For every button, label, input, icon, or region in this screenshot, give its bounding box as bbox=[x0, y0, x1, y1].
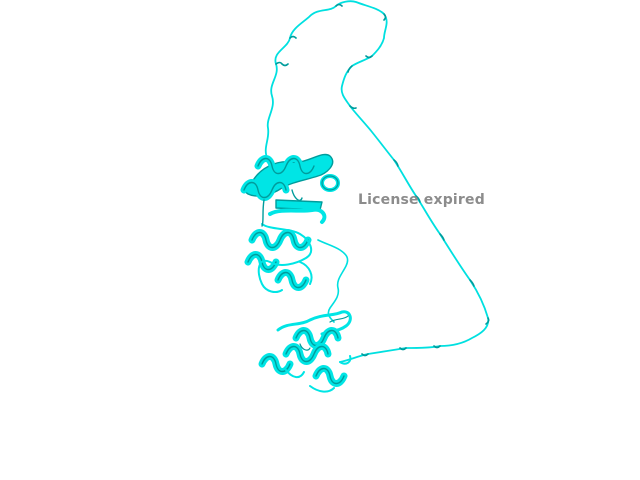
license-watermark: License expired bbox=[358, 192, 485, 208]
disordered-loop-upper-detail bbox=[275, 3, 490, 357]
upper-domain bbox=[240, 153, 340, 293]
interdomain-linker bbox=[317, 239, 349, 323]
lower-domain bbox=[258, 310, 352, 393]
